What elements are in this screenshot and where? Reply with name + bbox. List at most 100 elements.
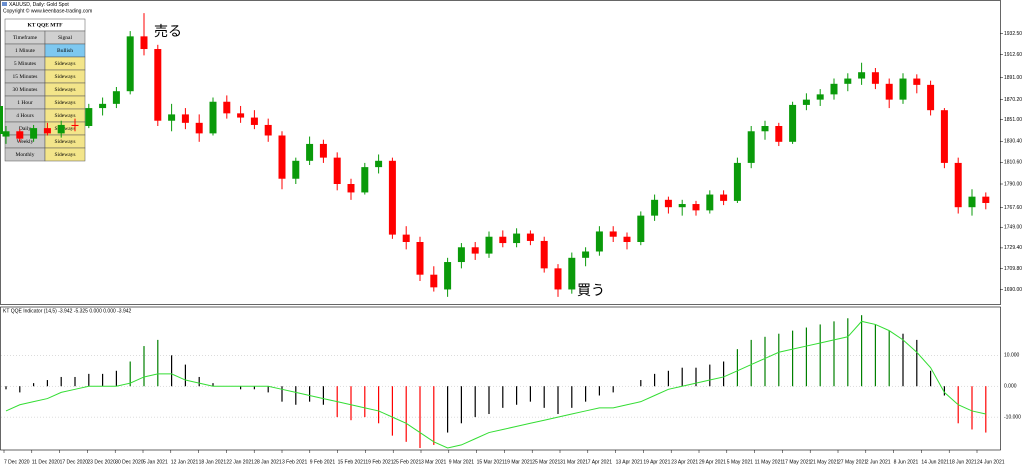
y-tick-label: 1851.00 — [1004, 117, 1022, 123]
x-tick-label: 22 Jan 2021 — [226, 459, 254, 465]
candle-body — [651, 199, 659, 216]
candle-body — [499, 236, 507, 244]
candle-body — [388, 160, 396, 235]
candle-body — [181, 114, 189, 123]
candle-body — [333, 157, 341, 184]
candle-body — [99, 103, 107, 109]
candle-body — [278, 135, 286, 179]
timeframe-text: 1 Minute — [15, 48, 36, 54]
copyright: Copyright © www.keenbase-trading.com — [3, 7, 92, 14]
candle-body — [733, 162, 741, 201]
signal-text: Bullish — [57, 48, 73, 54]
candle-body — [2, 131, 10, 137]
candle-body — [871, 72, 879, 84]
candle-body — [761, 126, 769, 132]
x-tick-label: 15 Mar 2021 — [477, 459, 505, 465]
x-tick-label: 17 May 2021 — [782, 459, 811, 465]
edge-candle — [0, 106, 3, 134]
candle-body — [885, 83, 893, 100]
x-tick-label: 3 Mar 2021 — [421, 459, 447, 465]
x-tick-label: 11 Dec 2020 — [32, 459, 60, 465]
y-tick-label: 0.000 — [1004, 384, 1017, 390]
header-text: Signal — [58, 35, 73, 41]
price-pane — [0, 0, 1001, 305]
candle-body — [858, 72, 866, 79]
candle-body — [319, 143, 327, 158]
timeframe-text: 4 Hours — [16, 113, 34, 119]
x-tick-label: 13 Apr 2021 — [616, 459, 643, 465]
x-tick-label: 8 Jun 2021 — [894, 459, 919, 465]
x-tick-label: 28 Jan 2021 — [254, 459, 282, 465]
x-tick-label: 19 Feb 2021 — [365, 459, 393, 465]
y-tick-label: -10.000 — [1004, 414, 1021, 420]
signal-text: Sideways — [54, 61, 75, 67]
signal-text: Sideways — [54, 87, 75, 93]
candle-body — [154, 49, 162, 121]
signal-text: Sideways — [54, 74, 75, 80]
candle-body — [678, 204, 686, 208]
chart-icon — [2, 2, 7, 6]
signal-text: Sideways — [54, 152, 75, 158]
candle-body — [430, 274, 438, 288]
candle-body — [16, 131, 24, 139]
timeframe-text: Weekly — [17, 139, 34, 145]
x-tick-label: 11 May 2021 — [755, 459, 784, 465]
candle-body — [789, 104, 797, 142]
y-tick-label: 1810.60 — [1004, 160, 1022, 166]
candle-body — [471, 247, 479, 254]
candle-body — [209, 101, 217, 134]
x-tick-label: 25 Feb 2021 — [393, 459, 421, 465]
x-tick-label: 23 Apr 2021 — [671, 459, 698, 465]
signal-text: Sideways — [54, 100, 75, 106]
candle-body — [692, 204, 700, 211]
x-tick-label: 18 Jun 2021 — [949, 459, 977, 465]
candle-body — [237, 113, 245, 118]
y-tick-label: 1932.50 — [1004, 31, 1022, 37]
timeframe-text: Daily — [19, 126, 31, 132]
timeframe-text: Monthly — [16, 152, 35, 158]
indicator-label: KT QQE Indicator (14,5) -3.942 -5.325 0.… — [3, 308, 132, 314]
candle-body — [582, 251, 590, 258]
x-tick-label: 9 Mar 2021 — [449, 459, 475, 465]
candle-body — [375, 160, 383, 168]
signal-cell — [44, 147, 86, 162]
candle-body — [623, 236, 631, 242]
candle-body — [416, 242, 424, 275]
candle-body — [223, 101, 231, 114]
y-tick-label: 1790.00 — [1004, 181, 1022, 187]
candle-body — [554, 268, 562, 290]
x-tick-label: 19 Mar 2021 — [504, 459, 532, 465]
candle-body — [43, 128, 51, 134]
window-title: XAUUSD, Daily: Gold Spot — [9, 2, 69, 8]
signal-line — [5, 320, 986, 449]
y-tick-label: 1690.00 — [1004, 287, 1022, 293]
signal-text: Sideways — [54, 113, 75, 119]
candle-body — [126, 36, 134, 92]
x-tick-label: 25 Mar 2021 — [532, 459, 560, 465]
timeframe-text: 1 Hour — [17, 100, 33, 106]
x-tick-label: 12 Jan 2021 — [171, 459, 199, 465]
candle-body — [940, 110, 948, 163]
x-tick-label: 5 Jan 2021 — [143, 459, 168, 465]
y-tick-label: 1749.00 — [1004, 225, 1022, 231]
timeframe-text: 30 Minutes — [13, 87, 38, 93]
x-tick-label: 7 Dec 2020 — [4, 459, 30, 465]
candle-body — [444, 262, 452, 290]
x-tick-label: 2 Jun 2021 — [866, 459, 891, 465]
x-tick-label: 24 Jun 2021 — [977, 459, 1005, 465]
x-tick-label: 17 Dec 2020 — [60, 459, 89, 465]
candle-body — [927, 84, 935, 111]
candle-body — [361, 167, 369, 193]
candle-body — [292, 160, 300, 179]
candle-body — [112, 91, 120, 104]
candle-body — [347, 184, 355, 193]
candle-body — [954, 162, 962, 208]
x-tick-label: 5 May 2021 — [727, 459, 753, 465]
x-tick-label: 7 Apr 2021 — [588, 459, 612, 465]
y-tick-label: 1709.80 — [1004, 266, 1022, 272]
candle-body — [30, 128, 38, 139]
candle-body — [844, 78, 852, 84]
x-tick-label: 9 Feb 2021 — [310, 459, 336, 465]
